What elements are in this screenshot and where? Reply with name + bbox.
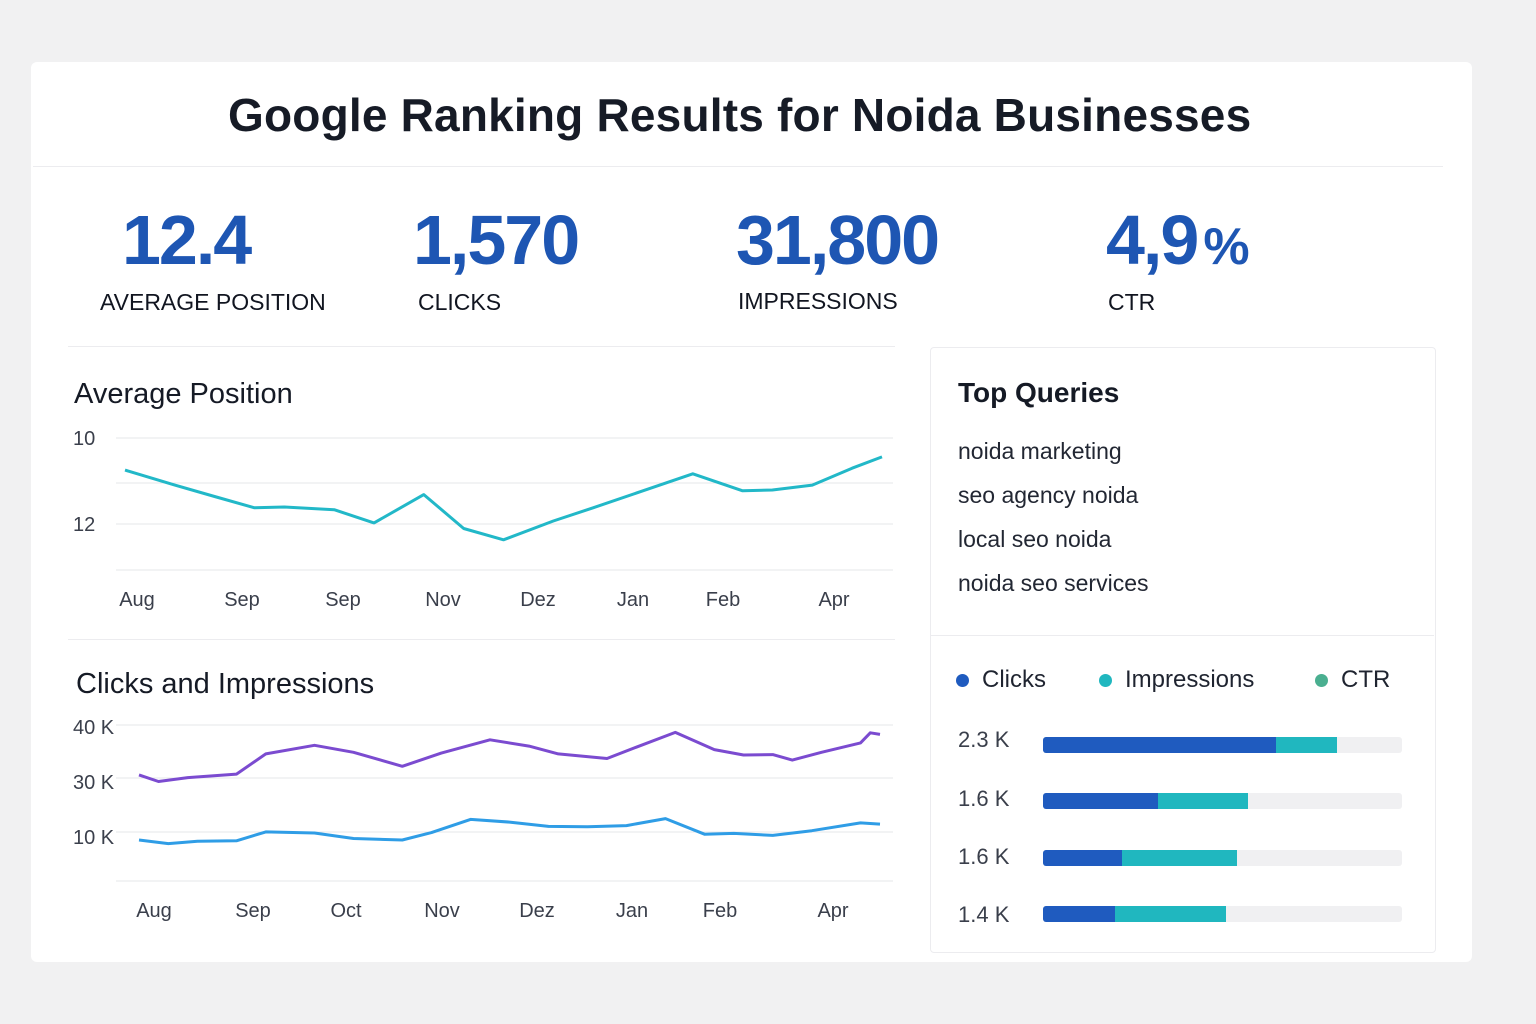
legend-label: Clicks	[982, 666, 1046, 693]
panel-divider	[931, 635, 1434, 636]
kpi-clicks-label: CLICKS	[418, 289, 502, 315]
kpi-ctr-percent: %	[1203, 218, 1250, 276]
x-tick-label: Dez	[520, 589, 556, 611]
x-tick-label: Feb	[703, 900, 737, 922]
kpi-ctr-label: CTR	[1108, 289, 1156, 315]
query-item[interactable]: seo agency noida	[958, 482, 1139, 508]
bar-row-track	[1043, 906, 1402, 922]
bar-seg-impressions	[1121, 850, 1237, 866]
chart-divider	[68, 639, 895, 640]
x-tick-label: Nov	[424, 900, 460, 922]
y-tick-label: 40 K	[73, 717, 115, 739]
x-tick-label: Sep	[325, 589, 361, 611]
bar-row-label: 1.4 K	[958, 902, 1010, 927]
impressions-line	[138, 730, 881, 783]
bar-seg-clicks	[1043, 737, 1277, 753]
x-tick-label: Sep	[224, 589, 260, 611]
x-tick-label: Apr	[817, 900, 848, 922]
kpi-ctr-value: 4,9%	[1106, 201, 1250, 279]
kpi-divider	[68, 346, 895, 347]
x-tick-label: Oct	[330, 900, 362, 922]
x-tick-label: Nov	[425, 589, 461, 611]
bar-row-track	[1043, 737, 1402, 753]
clicks-impressions-title: Clicks and Impressions	[76, 668, 375, 700]
bar-seg-clicks	[1043, 793, 1158, 809]
legend-label: CTR	[1341, 666, 1391, 693]
legend-clicks[interactable]: Clicks	[956, 666, 1046, 694]
legend-label: Impressions	[1125, 666, 1255, 693]
kpi-impressions-label: IMPRESSIONS	[738, 288, 898, 314]
legend-dot-icon	[1315, 673, 1328, 687]
legend-impressions[interactable]: Impressions	[1099, 666, 1254, 694]
kpi-impressions-value: 31,800	[736, 201, 940, 279]
kpi-average-position-value: 12.4	[122, 201, 252, 279]
bar-seg-clicks	[1043, 850, 1122, 866]
x-tick-label: Jan	[617, 589, 649, 611]
clicks-line	[138, 817, 881, 846]
bar-seg-impressions	[1157, 793, 1248, 809]
kpi-average-position-label: AVERAGE POSITION	[100, 289, 326, 315]
bar-seg-clicks	[1043, 906, 1115, 922]
query-item[interactable]: noida marketing	[958, 438, 1122, 464]
query-item[interactable]: local seo noida	[958, 526, 1112, 552]
y-tick-label: 12	[73, 514, 95, 536]
legend-dot-icon	[1099, 673, 1112, 687]
x-tick-label: Dez	[519, 900, 555, 922]
x-tick-label: Jan	[616, 900, 648, 922]
bar-row-label: 1.6 K	[958, 844, 1010, 869]
avg-position-title: Average Position	[74, 378, 293, 410]
y-tick-label: 30 K	[73, 772, 115, 794]
x-tick-label: Aug	[119, 589, 155, 611]
x-tick-label: Sep	[235, 900, 271, 922]
bar-seg-impressions	[1114, 906, 1227, 922]
bar-row-label: 2.3 K	[958, 727, 1010, 752]
x-tick-label: Apr	[818, 589, 849, 611]
page-title: Google Ranking Results for Noida Busines…	[228, 89, 1252, 141]
title-divider	[33, 166, 1443, 167]
y-tick-label: 10 K	[73, 827, 115, 849]
legend-dot-icon	[956, 673, 969, 687]
bar-row-label: 1.6 K	[958, 786, 1010, 811]
bar-row-track	[1043, 850, 1402, 866]
query-item[interactable]: noida seo services	[958, 570, 1149, 596]
legend-ctr[interactable]: CTR	[1315, 666, 1390, 694]
kpi-clicks-value: 1,570	[413, 201, 580, 279]
y-tick-label: 10	[73, 428, 95, 450]
bar-row-track	[1043, 793, 1402, 809]
x-tick-label: Aug	[136, 900, 172, 922]
x-tick-label: Feb	[706, 589, 740, 611]
bar-seg-impressions	[1276, 737, 1338, 753]
avg-position-line	[124, 455, 883, 542]
top-queries-title: Top Queries	[958, 377, 1120, 408]
